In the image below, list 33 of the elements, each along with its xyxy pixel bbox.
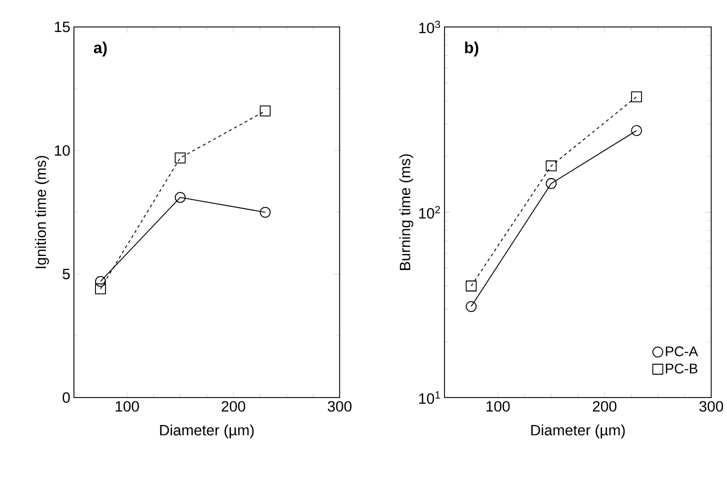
point xyxy=(546,178,557,189)
y-tick-label: 0 xyxy=(62,392,70,403)
point xyxy=(95,276,106,287)
x-axis-title: Diameter (µm) xyxy=(160,424,254,438)
x-axis-title: Diameter (µm) xyxy=(531,424,625,438)
point xyxy=(546,160,557,172)
legend-label: PC-B xyxy=(666,363,698,374)
point xyxy=(260,105,271,116)
y-axis-title: Ignition time (ms) xyxy=(35,156,49,268)
x-tick-label: 200 xyxy=(592,400,616,412)
y-tick-label: 10$^{3}$ xyxy=(419,20,440,34)
x-tick-label: 300 xyxy=(699,400,724,412)
point xyxy=(260,206,271,218)
y-tick-label: 10 xyxy=(54,144,70,156)
point xyxy=(466,280,477,292)
point xyxy=(631,124,642,136)
annotation: a) xyxy=(94,41,107,56)
x-tick-label: 100 xyxy=(116,400,139,412)
legend-label: PC-A xyxy=(666,346,698,356)
y-tick-label: 15 xyxy=(54,22,70,32)
point xyxy=(95,283,106,294)
x-tick-label: 300 xyxy=(328,400,352,412)
y-axis-title: Burning time (ms) xyxy=(399,154,414,270)
x-tick-label: 200 xyxy=(222,400,246,412)
point xyxy=(174,152,186,164)
y-tick-label: 10$^{2}$ xyxy=(419,206,440,218)
annotation: b) xyxy=(465,41,478,56)
point xyxy=(174,192,186,203)
x-tick-label: 100 xyxy=(486,400,510,412)
point xyxy=(631,91,642,102)
point xyxy=(466,300,477,312)
y-tick-label: 10$^{1}$ xyxy=(419,391,440,404)
y-tick-label: 5 xyxy=(62,268,70,280)
